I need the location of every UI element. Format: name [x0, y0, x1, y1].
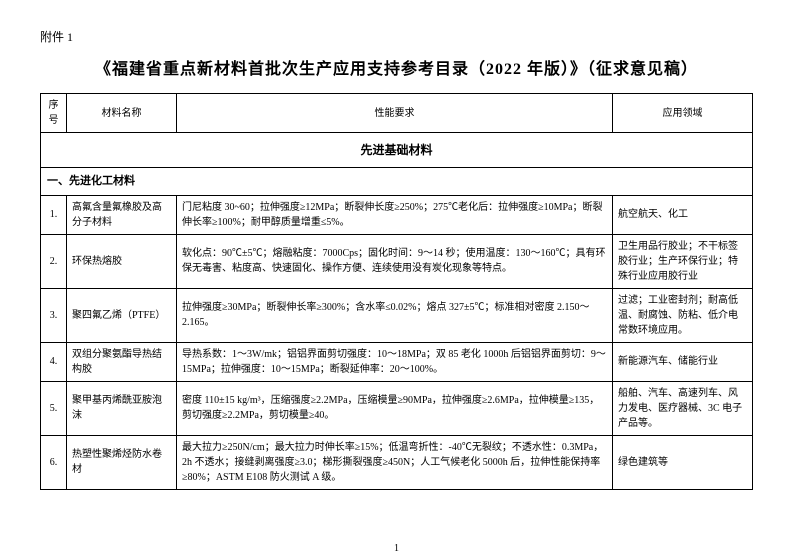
cell-name: 聚甲基丙烯酰亚胺泡沫: [67, 381, 177, 435]
sub-header-row: 一、先进化工材料: [41, 168, 753, 196]
page-number: 1: [0, 543, 793, 554]
header-req: 性能要求: [177, 94, 613, 133]
header-name: 材料名称: [67, 94, 177, 133]
cell-name: 环保热熔胶: [67, 234, 177, 288]
table-row: 2. 环保热熔胶 软化点：90℃±5℃；熔融粘度：7000Cps；固化时间：9～…: [41, 234, 753, 288]
cell-num: 1.: [41, 195, 67, 234]
cell-app: 过滤；工业密封剂；耐高低温、耐腐蚀、防粘、低介电常数环境应用。: [613, 288, 753, 342]
materials-table: 序号 材料名称 性能要求 应用领域 先进基础材料 一、先进化工材料 1. 高氟含…: [40, 93, 753, 490]
table-header-row: 序号 材料名称 性能要求 应用领域: [41, 94, 753, 133]
cell-app: 船舶、汽车、高速列车、风力发电、医疗器械、3C 电子产品等。: [613, 381, 753, 435]
cell-req: 密度 110±15 kg/m³，压缩强度≥2.2MPa，压缩模量≥90MPa，拉…: [177, 381, 613, 435]
cell-req: 导热系数：1～3W/mk；铝铝界面剪切强度：10～18MPa；双 85 老化 1…: [177, 342, 613, 381]
cell-num: 4.: [41, 342, 67, 381]
cell-req: 拉伸强度≥30MPa；断裂伸长率≥300%；含水率≤0.02%；熔点 327±5…: [177, 288, 613, 342]
cell-name: 双组分聚氨酯导热结构胶: [67, 342, 177, 381]
cell-num: 3.: [41, 288, 67, 342]
cell-num: 5.: [41, 381, 67, 435]
table-row: 3. 聚四氟乙烯（PTFE） 拉伸强度≥30MPa；断裂伸长率≥300%；含水率…: [41, 288, 753, 342]
table-row: 5. 聚甲基丙烯酰亚胺泡沫 密度 110±15 kg/m³，压缩强度≥2.2MP…: [41, 381, 753, 435]
cell-num: 6.: [41, 435, 67, 489]
cell-name: 高氟含量氟橡胶及高分子材料: [67, 195, 177, 234]
cell-app: 卫生用品行胶业；不干标签胶行业；生产环保行业；特殊行业应用胶行业: [613, 234, 753, 288]
cell-req: 最大拉力≥250N/cm；最大拉力时伸长率≥15%；低温弯折性：-40℃无裂纹；…: [177, 435, 613, 489]
document-title: 《福建省重点新材料首批次生产应用支持参考目录（2022 年版）》（征求意见稿）: [40, 55, 753, 79]
sub-header: 一、先进化工材料: [41, 168, 753, 196]
header-app: 应用领域: [613, 94, 753, 133]
section-header-row: 先进基础材料: [41, 133, 753, 168]
cell-app: 航空航天、化工: [613, 195, 753, 234]
cell-name: 聚四氟乙烯（PTFE）: [67, 288, 177, 342]
table-row: 4. 双组分聚氨酯导热结构胶 导热系数：1～3W/mk；铝铝界面剪切强度：10～…: [41, 342, 753, 381]
table-row: 6. 热塑性聚烯烃防水卷材 最大拉力≥250N/cm；最大拉力时伸长率≥15%；…: [41, 435, 753, 489]
cell-num: 2.: [41, 234, 67, 288]
cell-app: 绿色建筑等: [613, 435, 753, 489]
section-header: 先进基础材料: [41, 133, 753, 168]
cell-app: 新能源汽车、储能行业: [613, 342, 753, 381]
table-row: 1. 高氟含量氟橡胶及高分子材料 门尼粘度 30~60；拉伸强度≥12MPa；断…: [41, 195, 753, 234]
cell-req: 软化点：90℃±5℃；熔融粘度：7000Cps；固化时间：9～14 秒；使用温度…: [177, 234, 613, 288]
cell-req: 门尼粘度 30~60；拉伸强度≥12MPa；断裂伸长度≥250%；275℃老化后…: [177, 195, 613, 234]
attachment-label: 附件 1: [40, 28, 753, 45]
header-num: 序号: [41, 94, 67, 133]
cell-name: 热塑性聚烯烃防水卷材: [67, 435, 177, 489]
